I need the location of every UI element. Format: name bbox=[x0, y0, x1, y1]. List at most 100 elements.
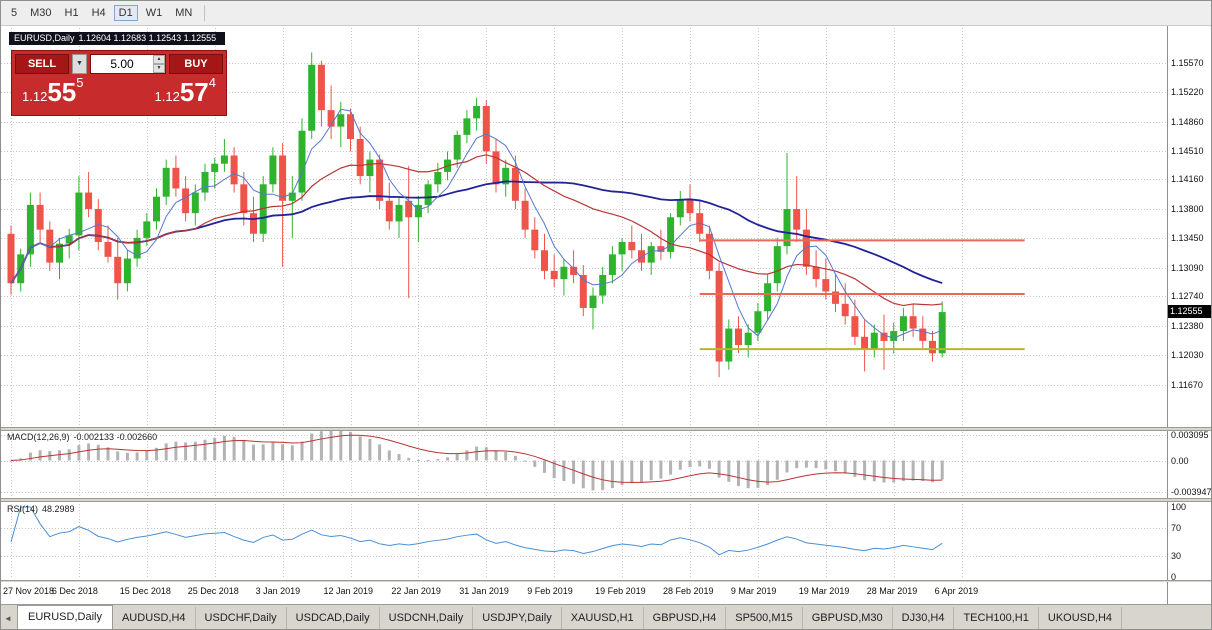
timeframe-button-H4[interactable]: H4 bbox=[91, 7, 106, 19]
candles bbox=[7, 52, 946, 378]
timeframe-buttons: 5 M30 H1 H4 D1 W1 MN bbox=[6, 5, 206, 21]
chart-tab-DJ30-H4[interactable]: DJ30,H4 bbox=[893, 607, 955, 629]
chart-tab-USDCHF-Daily[interactable]: USDCHF,Daily bbox=[196, 607, 287, 629]
timeframe-button-D1[interactable]: D1 bbox=[113, 5, 138, 21]
date-tick-label: 27 Nov 2018 bbox=[3, 586, 55, 596]
chart-tab-EURUSD-Daily[interactable]: EURUSD,Daily bbox=[17, 605, 113, 629]
rsi-name: RSI(14) bbox=[7, 504, 39, 514]
price-tick-label: 1.12380 bbox=[1171, 321, 1204, 332]
chart-tab-GBPUSD-H4[interactable]: GBPUSD,H4 bbox=[644, 607, 727, 629]
chart-title: EURUSD,Daily 1.12604 1.12683 1.12543 1.12… bbox=[9, 32, 226, 45]
volume-value[interactable]: 5.00 bbox=[110, 57, 134, 71]
chart-tab-USDCNH-Daily[interactable]: USDCNH,Daily bbox=[380, 607, 474, 629]
rsi-tick-label: 100 bbox=[1171, 502, 1187, 512]
macd-histogram bbox=[9, 431, 944, 491]
ma-45-line bbox=[10, 180, 943, 284]
price-tick-label: 1.13090 bbox=[1171, 262, 1204, 273]
macd-values: -0.002133 -0.002660 bbox=[73, 432, 158, 442]
date-tick-label: 6 Dec 2018 bbox=[51, 586, 98, 596]
rsi-panel-splitter[interactable] bbox=[1, 498, 1211, 502]
rsi-line bbox=[10, 506, 943, 556]
ask-price[interactable]: 1.12574 bbox=[155, 75, 216, 109]
chart-tab-UKOUSD-H4[interactable]: UKOUSD,H4 bbox=[1039, 607, 1123, 629]
trade-controls-row: SELL ▼ 5.00 ▲ ▼ BUY bbox=[12, 51, 226, 74]
time-axis-border bbox=[1, 580, 1211, 582]
chart-tab-GBPUSD-M30[interactable]: GBPUSD,M30 bbox=[803, 607, 893, 629]
ma-20-line bbox=[10, 154, 943, 307]
ask-price-prefix: 1.12 bbox=[154, 89, 180, 104]
volume-stepper[interactable]: 5.00 ▲ ▼ bbox=[90, 54, 166, 74]
macd-tick-label: 0.003095 bbox=[1171, 430, 1209, 441]
date-tick-label: 28 Feb 2019 bbox=[663, 586, 714, 596]
ask-price-point: 4 bbox=[208, 75, 216, 90]
date-tick-label: 19 Feb 2019 bbox=[595, 586, 646, 596]
timeframe-button-MN[interactable]: MN bbox=[175, 7, 193, 19]
price-tick-label: 1.11670 bbox=[1171, 379, 1203, 390]
price-tick-label: 1.14860 bbox=[1171, 116, 1204, 127]
bid-price-point: 5 bbox=[76, 75, 84, 90]
date-tick-label: 25 Dec 2018 bbox=[187, 586, 239, 596]
spinner-up-icon[interactable]: ▲ bbox=[153, 55, 165, 64]
time-axis[interactable]: 27 Nov 2018 6 Dec 2018 15 Dec 2018 25 Dec 2… bbox=[1, 582, 1167, 604]
chart-tab-SP500-M15[interactable]: SP500,M15 bbox=[726, 607, 803, 629]
bid-price[interactable]: 1.12555 bbox=[22, 75, 83, 109]
date-tick-label: 6 Apr 2019 bbox=[934, 586, 979, 596]
price-tick-label: 1.12030 bbox=[1171, 349, 1204, 360]
chart-ohlc-values: 1.12604 1.12683 1.12543 1.12555 bbox=[78, 33, 217, 43]
chart-tab-TECH100-H1[interactable]: TECH100,H1 bbox=[954, 607, 1039, 629]
date-tick-label: 28 Mar 2019 bbox=[866, 586, 918, 596]
buy-button[interactable]: BUY bbox=[169, 54, 223, 74]
sell-button[interactable]: SELL bbox=[15, 54, 69, 74]
rsi-tick-label: 0 bbox=[1171, 572, 1177, 582]
chart-tab-USDCAD-Daily[interactable]: USDCAD,Daily bbox=[287, 607, 380, 629]
date-tick-label: 9 Mar 2019 bbox=[730, 586, 777, 596]
bid-price-prefix: 1.12 bbox=[22, 89, 48, 104]
price-chart-canvas[interactable] bbox=[1, 26, 1212, 604]
date-tick-label: 3 Jan 2019 bbox=[255, 586, 301, 596]
price-axis[interactable]: 1.12555 1.15570 1.15220 1.14860 1.14510 1.14… bbox=[1167, 26, 1212, 604]
ask-price-pips: 57 bbox=[179, 77, 209, 107]
chart-tabs: EURUSD,Daily AUDUSD,H4 USDCHF,Daily USDCAD,… bbox=[15, 605, 1123, 629]
date-tick-label: 12 Jan 2019 bbox=[323, 586, 374, 596]
rsi-tick-label: 70 bbox=[1171, 523, 1182, 533]
price-tick-label: 1.14510 bbox=[1171, 145, 1204, 156]
price-tick-label: 1.15220 bbox=[1171, 86, 1204, 97]
one-click-trading-panel: SELL ▼ 5.00 ▲ ▼ BUY 1.12555 1.12574 bbox=[11, 50, 227, 116]
chart-tab-XAUUSD-H1[interactable]: XAUUSD,H1 bbox=[562, 607, 644, 629]
price-tick-label: 1.13450 bbox=[1171, 232, 1204, 243]
chart-tabs-bar: ◄ EURUSD,Daily AUDUSD,H4 USDCHF,Daily USDCA… bbox=[1, 604, 1211, 629]
price-tick-label: 1.14160 bbox=[1171, 174, 1204, 185]
macd-name: MACD(12,26,9) bbox=[7, 432, 70, 442]
macd-tick-label: 0.00 bbox=[1171, 455, 1189, 466]
date-tick-label: 19 Mar 2019 bbox=[798, 586, 850, 596]
ma-5-line bbox=[10, 108, 943, 339]
chevron-down-icon[interactable]: ▼ bbox=[72, 54, 87, 74]
date-tick-label: 31 Jan 2019 bbox=[459, 586, 509, 596]
bid-price-pips: 55 bbox=[47, 77, 77, 107]
timeframe-button-5[interactable]: 5 bbox=[11, 7, 18, 19]
price-tick-label: 1.12740 bbox=[1171, 291, 1204, 302]
volume-spinner: ▲ ▼ bbox=[153, 55, 165, 73]
trade-prices-row: 1.12555 1.12574 bbox=[12, 74, 226, 109]
spinner-down-icon[interactable]: ▼ bbox=[153, 64, 165, 73]
rsi-value: 48.2989 bbox=[42, 504, 75, 514]
chart-tab-AUDUSD-H4[interactable]: AUDUSD,H4 bbox=[113, 607, 196, 629]
macd-signal-line bbox=[10, 434, 943, 483]
tab-scroll-left-icon[interactable]: ◄ bbox=[4, 614, 12, 623]
rsi-indicator-label: RSI(14) 48.2989 bbox=[7, 504, 79, 514]
date-tick-label: 22 Jan 2019 bbox=[391, 586, 441, 596]
current-price-badge: 1.12555 bbox=[1168, 304, 1211, 318]
chart-tab-USDJPY-Daily[interactable]: USDJPY,Daily bbox=[473, 607, 562, 629]
timeframe-button-H1[interactable]: H1 bbox=[64, 7, 79, 19]
timeframe-button-W1[interactable]: W1 bbox=[145, 7, 163, 19]
chart-symbol-label: EURUSD,Daily bbox=[14, 33, 75, 43]
timeframe-button-M30[interactable]: M30 bbox=[30, 7, 52, 19]
macd-panel-splitter[interactable] bbox=[1, 427, 1211, 431]
price-tick-label: 1.13800 bbox=[1171, 204, 1204, 215]
macd-tick-label: -0.003947 bbox=[1171, 487, 1212, 498]
date-tick-label: 15 Dec 2018 bbox=[119, 586, 171, 596]
price-tick-label: 1.15570 bbox=[1171, 58, 1204, 69]
timeframe-toolbar: 5 M30 H1 H4 D1 W1 MN bbox=[1, 1, 1211, 26]
toolbar-separator bbox=[204, 5, 206, 21]
